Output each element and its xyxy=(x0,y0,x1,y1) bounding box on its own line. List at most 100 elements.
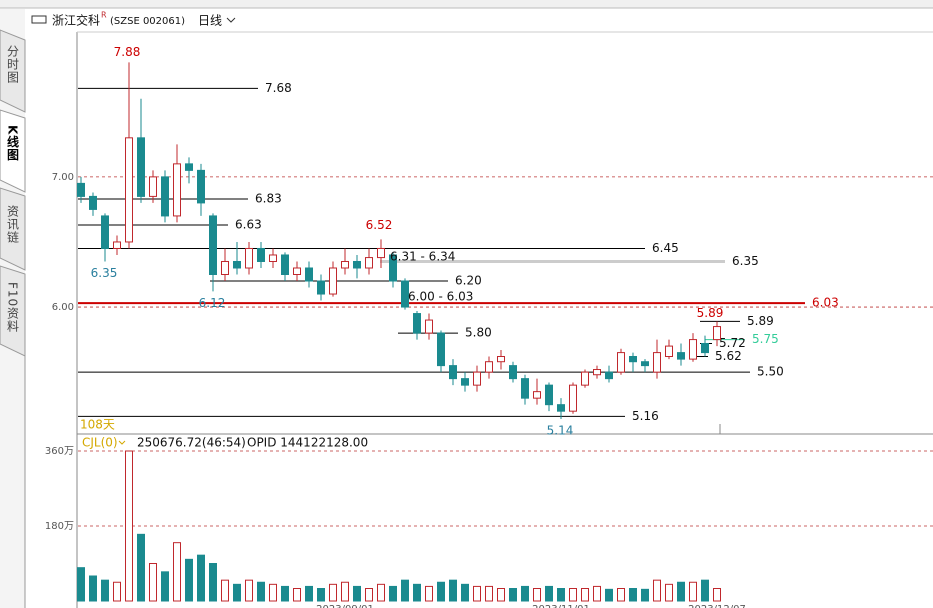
volume-bar xyxy=(77,567,85,602)
indicator-opid: OPID 144122128.00 xyxy=(247,436,368,450)
dropdown-arrow xyxy=(226,17,236,23)
volume-bar xyxy=(425,585,433,602)
level-label: 5.62 xyxy=(715,349,742,363)
volume-bar xyxy=(521,585,529,602)
level-label: 6.20 xyxy=(455,274,482,288)
volume-bar xyxy=(557,588,565,602)
top-strip xyxy=(0,0,933,8)
candle-body xyxy=(269,254,277,262)
level-label: 5.89 xyxy=(747,314,774,328)
volume-bar xyxy=(221,579,229,602)
tab-label[interactable]: F10资料 xyxy=(6,282,20,333)
candle-body xyxy=(341,260,349,269)
volume-bar xyxy=(569,588,577,602)
candle-body xyxy=(209,215,217,276)
candle-body xyxy=(329,267,337,295)
volume-bar xyxy=(89,575,97,602)
x-tick-label: 2023/12/07 xyxy=(688,604,746,608)
candle-body xyxy=(377,247,385,259)
level-label: 6.35 xyxy=(732,254,759,268)
candle-body xyxy=(197,169,205,204)
tab[interactable] xyxy=(0,187,26,271)
candle-body xyxy=(461,378,469,386)
volume-bar xyxy=(173,542,181,602)
volume-bar xyxy=(509,588,517,602)
volume-bar xyxy=(137,533,145,602)
level-label: 5.72 xyxy=(719,336,746,350)
level-label: 5.50 xyxy=(757,365,784,379)
candle-body xyxy=(473,371,481,386)
indicator-name[interactable]: CJL(0) xyxy=(82,436,118,450)
volume-bar xyxy=(641,588,649,602)
volume-bar xyxy=(341,581,349,602)
volume-bar xyxy=(293,588,301,602)
extreme-label: 7.88 xyxy=(114,45,141,59)
candle-body xyxy=(497,356,505,363)
volume-bar xyxy=(473,585,481,602)
candle-body xyxy=(389,254,397,282)
candle-body xyxy=(257,247,265,262)
level-label: 5.80 xyxy=(465,326,492,340)
tab-label[interactable]: 分时图 xyxy=(6,45,20,84)
volume-bar xyxy=(125,450,133,602)
candle-body xyxy=(413,313,421,334)
volume-bar xyxy=(605,588,613,602)
volume-tick-label: 180万 xyxy=(45,521,74,532)
volume-bar xyxy=(209,563,217,602)
candle-body xyxy=(113,241,121,249)
volume-bar xyxy=(593,585,601,602)
candle-body xyxy=(713,326,721,341)
level-label: 6.45 xyxy=(652,241,679,255)
volume-bar xyxy=(197,554,205,602)
candle-body xyxy=(677,352,685,360)
candle-body xyxy=(533,391,541,399)
candle-body xyxy=(401,280,409,308)
volume-bar xyxy=(401,579,409,602)
volume-bar xyxy=(461,583,469,602)
link-icon xyxy=(31,15,47,24)
volume-bar xyxy=(689,581,697,602)
extreme-label: 5.89 xyxy=(697,306,724,320)
volume-bar xyxy=(629,588,637,602)
extreme-label: 5.14 xyxy=(547,423,574,437)
candle-body xyxy=(629,356,637,363)
candle-body xyxy=(689,339,697,360)
y-tick-label: 6.00 xyxy=(52,302,74,313)
volume-bar xyxy=(533,588,541,602)
tab-label[interactable]: 资讯链 xyxy=(6,205,20,244)
period[interactable]: 日线 xyxy=(198,14,222,28)
indicator-value: 250676.72(46:54) xyxy=(137,436,246,450)
volume-bar xyxy=(353,585,361,602)
y-tick-label: 7.00 xyxy=(52,172,74,183)
level-label: 6.03 xyxy=(812,296,839,310)
volume-bar xyxy=(677,581,685,602)
extreme-label: 6.35 xyxy=(91,266,118,280)
range-label: 6.00 - 6.03 xyxy=(408,290,473,304)
candle-body xyxy=(557,404,565,412)
volume-bar xyxy=(653,579,661,602)
extreme-label: 6.52 xyxy=(366,218,393,232)
level-label: 5.75 xyxy=(752,332,779,346)
volume-bar xyxy=(701,579,709,602)
volume-bar xyxy=(581,588,589,602)
candle-body xyxy=(353,260,361,269)
volume-bar xyxy=(101,579,109,602)
candle-body xyxy=(149,176,157,197)
candle-body xyxy=(101,215,109,249)
volume-bar xyxy=(617,588,625,602)
stock-code: (SZSE 002061) xyxy=(110,16,185,27)
candle-body xyxy=(305,267,313,282)
volume-bar xyxy=(257,581,265,602)
candle-body xyxy=(317,280,325,295)
stock-flag: R xyxy=(101,11,107,20)
tab-label[interactable]: K线图 xyxy=(6,125,20,161)
volume-bar xyxy=(365,588,373,602)
tab[interactable] xyxy=(0,109,26,193)
candle-body xyxy=(641,361,649,367)
volume-bar xyxy=(185,558,193,602)
volume-bar xyxy=(161,571,169,602)
candle-body xyxy=(569,384,577,412)
volume-bar xyxy=(485,585,493,602)
tab[interactable] xyxy=(0,29,26,113)
